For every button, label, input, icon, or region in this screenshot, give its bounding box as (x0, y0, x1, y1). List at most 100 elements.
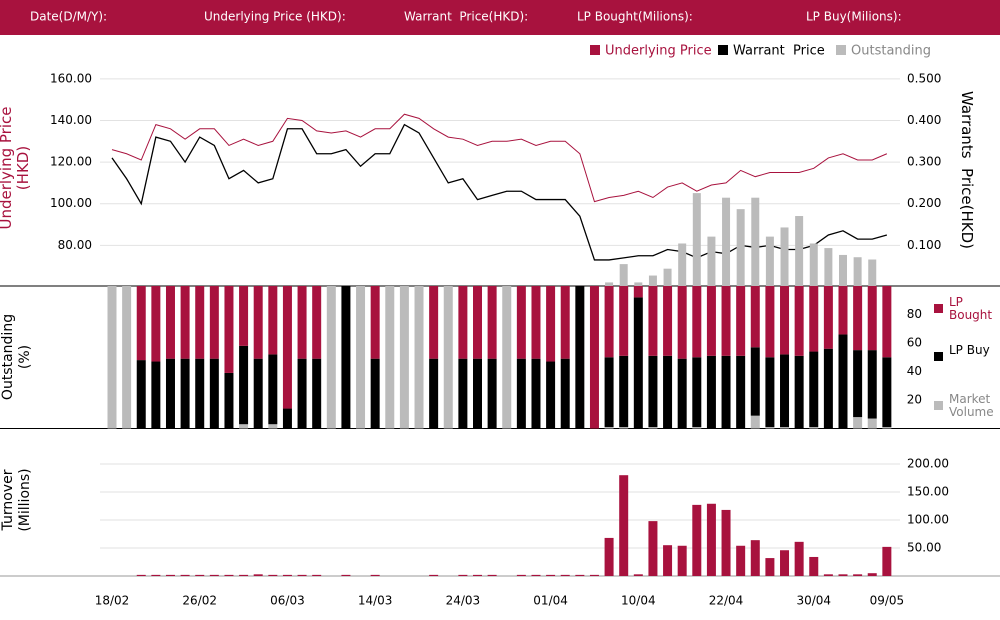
stacked-segment (780, 427, 790, 429)
stacked-segment (297, 358, 307, 429)
y-axis-label: Outstanding (%) (0, 313, 33, 401)
outstanding-bar (692, 193, 701, 287)
stacked-segment (356, 286, 366, 429)
stacked-segment (589, 286, 599, 429)
stacked-segment (546, 361, 556, 429)
turnover-bar (370, 574, 380, 576)
turnover-bar (253, 574, 263, 576)
turnover-bar (736, 545, 746, 576)
stacked-segment (531, 358, 541, 429)
stacked-segment (867, 350, 877, 419)
stacked-segment (604, 357, 614, 428)
stacked-segment (560, 286, 570, 359)
turnover-bar (195, 574, 205, 576)
turnover-bar (780, 550, 790, 576)
stacked-segment (853, 350, 863, 418)
stacked-segment (765, 357, 775, 428)
stacked-segment (633, 297, 643, 429)
turnover-bar (794, 541, 804, 576)
stacked-segment (663, 286, 673, 356)
turnover-bar (619, 475, 629, 576)
stacked-segment (370, 286, 380, 359)
turnover-bar (663, 545, 673, 576)
turnover-bar (341, 574, 351, 576)
stacked-segment (136, 286, 146, 361)
outstanding-bar (648, 275, 657, 287)
y-tick-label: 0.500 (907, 71, 941, 85)
stacked-segment (809, 351, 819, 428)
turnover-bar (531, 574, 541, 576)
stacked-segment (443, 286, 453, 429)
stacked-segment (750, 286, 760, 348)
turnover-bar (765, 558, 775, 576)
y-tick-label: 160.00 (50, 71, 92, 85)
stacked-segment (224, 372, 234, 429)
x-tick-label: 01/04 (533, 594, 568, 608)
y-tick-label: 60 (907, 336, 922, 350)
stacked-segment (750, 347, 760, 416)
stacked-segment (692, 357, 702, 428)
turnover-bar (721, 509, 731, 576)
legend-label: LP Buy (949, 343, 990, 357)
stacked-segment (414, 286, 424, 429)
stacked-segment (838, 286, 848, 335)
turnover-bar (648, 521, 658, 576)
stacked-segment (794, 286, 804, 356)
legend-swatch (934, 352, 943, 361)
stacked-segment (122, 286, 132, 429)
stacked-segment (326, 286, 336, 429)
x-tick-label: 30/04 (796, 594, 831, 608)
stacked-segment (867, 286, 877, 351)
stacked-segment (312, 358, 322, 429)
outstanding-bar (722, 197, 731, 287)
y2-axis-label: Warrants Price(HKD) (958, 90, 976, 250)
turnover-bar (429, 574, 439, 576)
y-axis-label: Underlying Price (HKD) (0, 106, 32, 230)
outstanding-bar (707, 236, 716, 287)
turnover-bar (458, 574, 468, 576)
turnover-bar (268, 574, 278, 576)
legend-label: Market Volume (949, 392, 994, 419)
stacked-segment (546, 286, 556, 362)
stacked-segment (297, 286, 307, 359)
stacked-segment (487, 286, 497, 359)
stacked-segment (604, 427, 614, 429)
stacked-segment (882, 357, 892, 428)
turnover-bar (867, 573, 877, 576)
legend-label: Outstanding (851, 44, 931, 59)
turnover-bar (151, 574, 161, 576)
stacked-segment (151, 361, 161, 429)
stacked-segment (180, 286, 190, 359)
turnover-bar (809, 556, 819, 576)
turnover-bar (589, 574, 599, 576)
stacked-segment (809, 427, 819, 429)
x-tick-label: 26/02 (182, 594, 217, 608)
stacked-segment (195, 286, 205, 359)
y-axis-label: Turnover (Millions) (0, 468, 33, 532)
stacked-segment (180, 358, 190, 429)
stacked-segment (765, 286, 775, 358)
legend-swatch (718, 45, 728, 55)
stacked-segment (809, 286, 819, 352)
outstanding-bar (824, 248, 833, 287)
outstanding-bar (795, 216, 804, 287)
header-field: LP Bought(Milions): (577, 10, 693, 24)
stacked-segment (516, 286, 526, 359)
outstanding-bar (751, 197, 760, 287)
y-tick-label: 100.00 (50, 196, 92, 210)
stacked-segment (209, 286, 219, 359)
stacked-segment (195, 358, 205, 429)
turnover-bar (677, 545, 687, 576)
y-tick-label: 0.200 (907, 196, 941, 210)
outstanding-bar (634, 282, 643, 287)
stacked-segment (721, 286, 731, 356)
stacked-segment (736, 355, 746, 429)
x-tick-label: 18/02 (95, 594, 130, 608)
stacked-segment (882, 286, 892, 358)
turnover-bar (516, 574, 526, 576)
stacked-segment (619, 355, 629, 428)
stacked-segment (429, 286, 439, 359)
stacked-segment (268, 286, 278, 355)
stacked-segment (853, 286, 863, 351)
